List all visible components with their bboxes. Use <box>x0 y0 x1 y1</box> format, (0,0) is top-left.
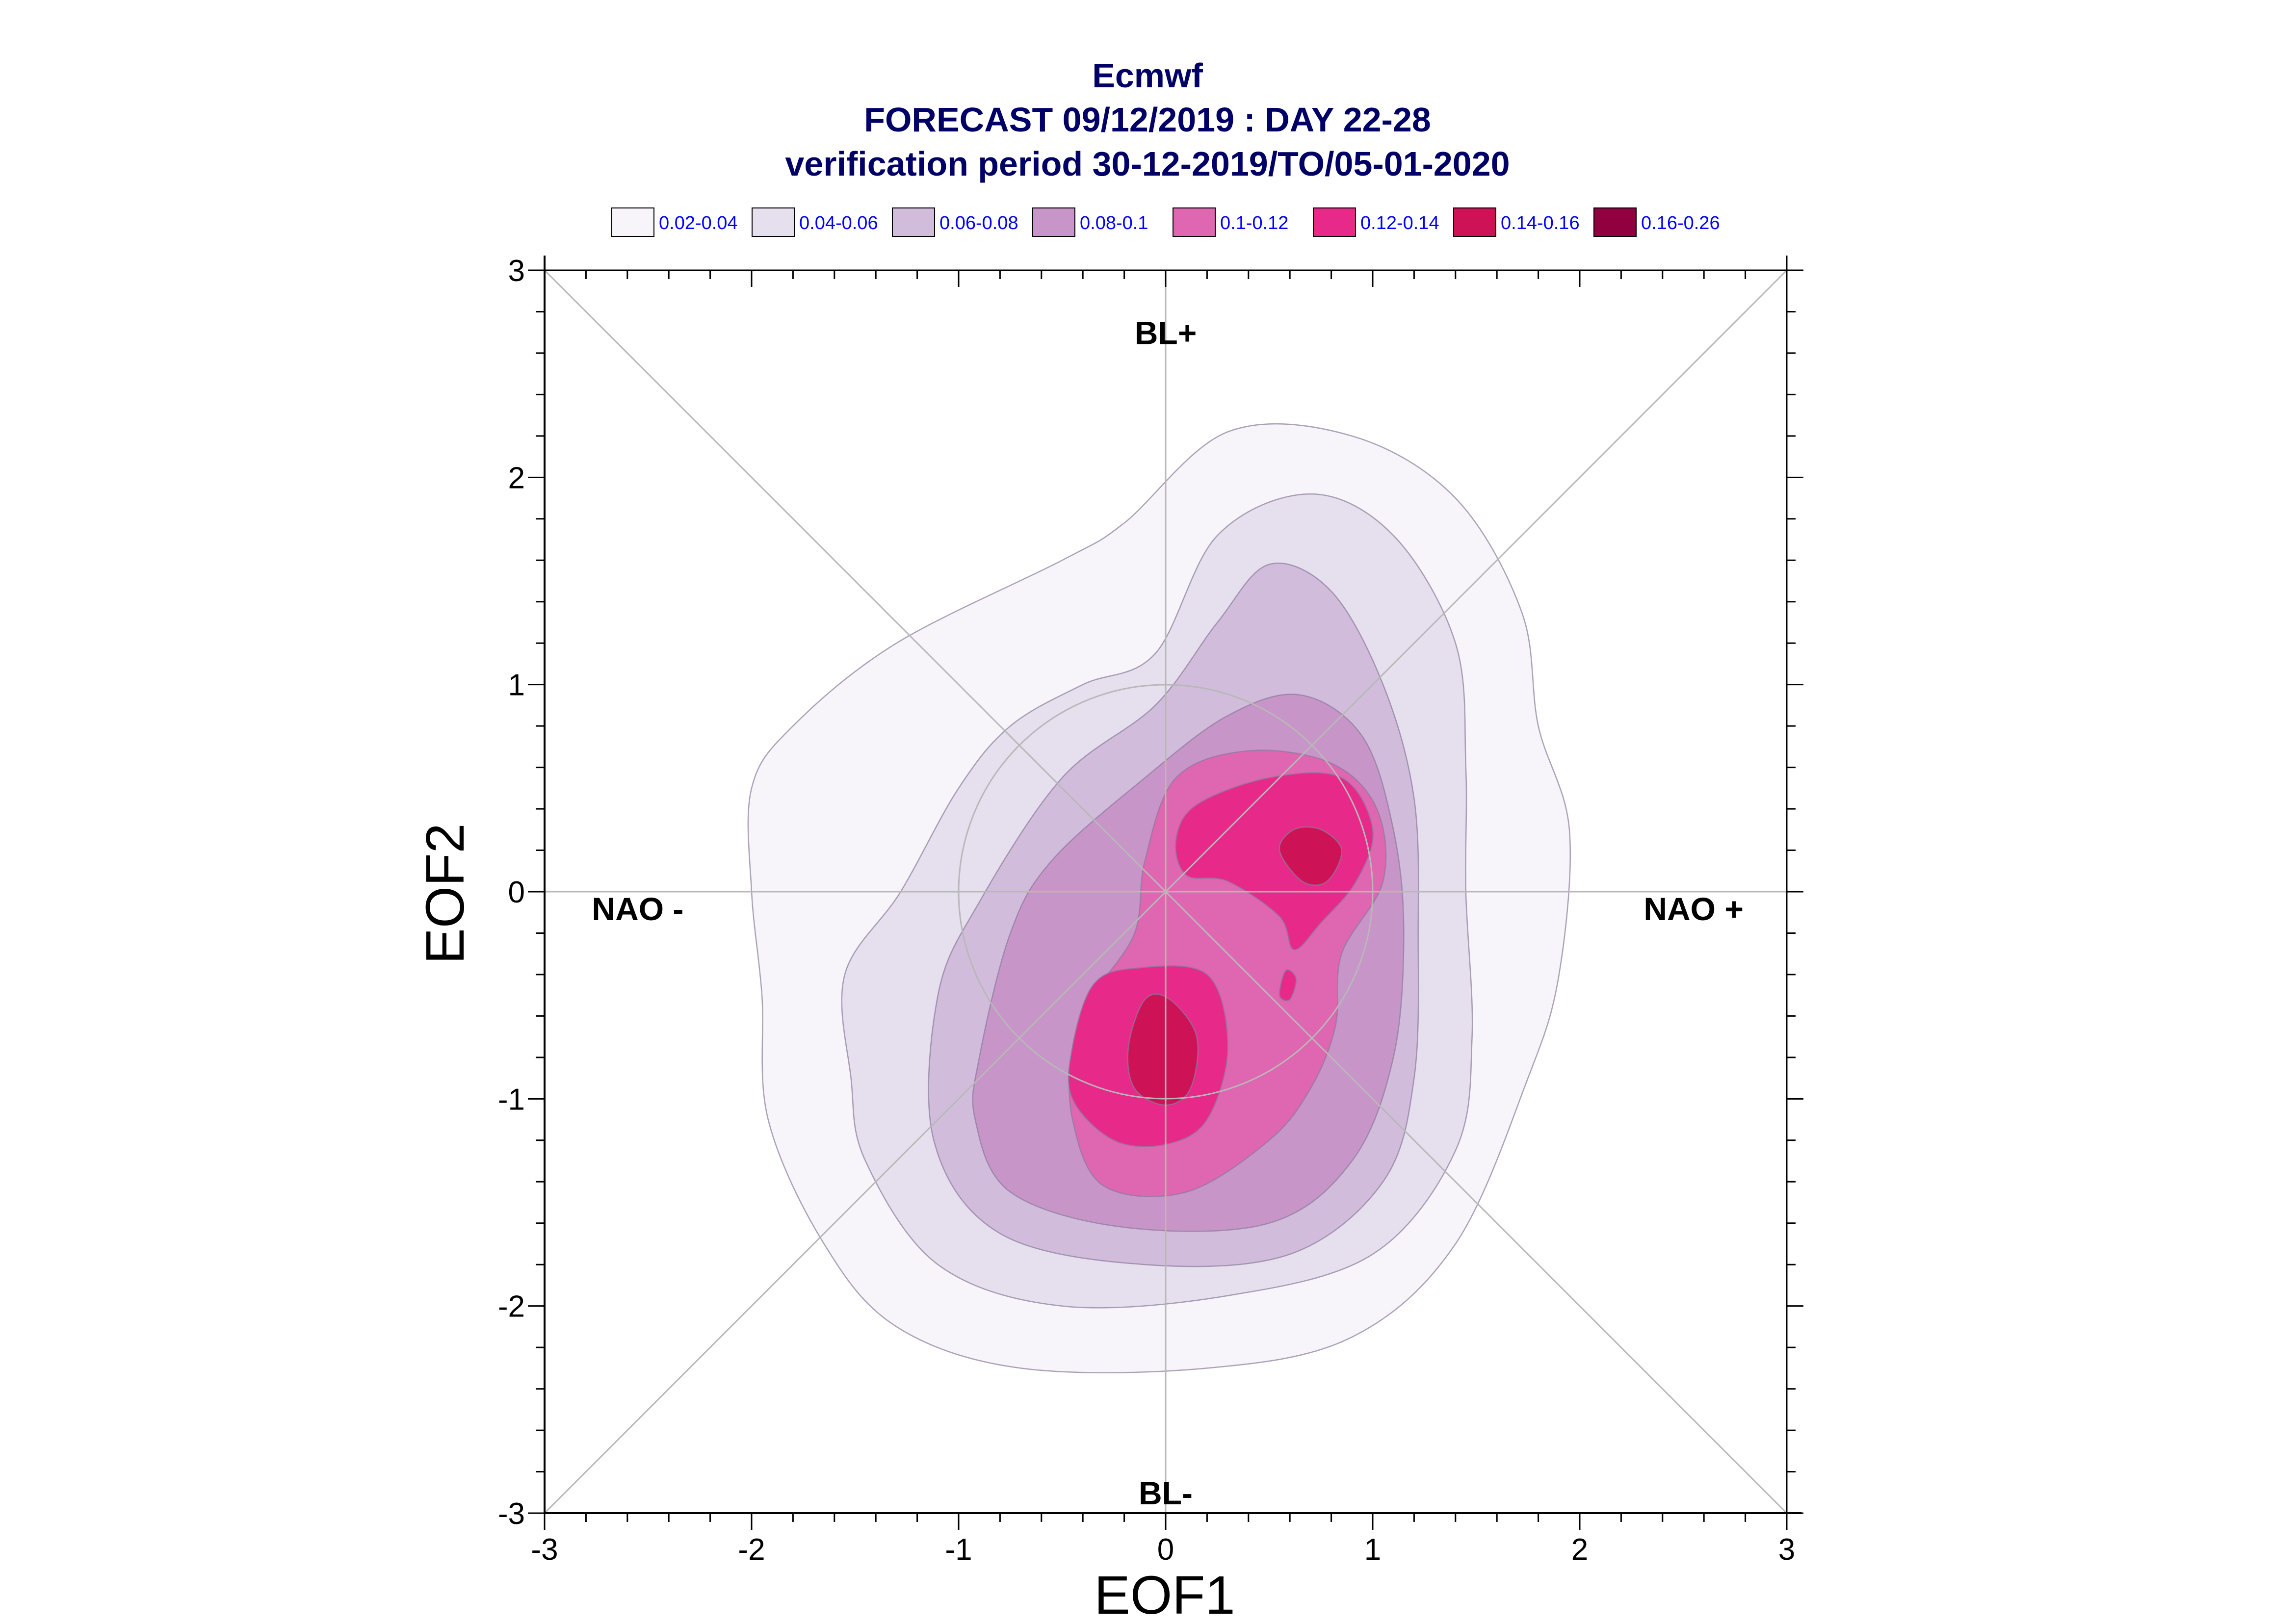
chart-title: Ecmwf FORECAST 09/12/2019 : DAY 22-28 ve… <box>785 56 1510 183</box>
x-tick-label: -2 <box>738 1533 765 1567</box>
region-label-1: BL- <box>1139 1475 1193 1511</box>
legend-swatch-7 <box>1593 207 1637 237</box>
x-tick-label: 1 <box>1364 1533 1381 1567</box>
x-tick-label: 3 <box>1778 1533 1795 1567</box>
legend-label-7: 0.16-0.26 <box>1641 213 1720 233</box>
legend-label-6: 0.14-0.16 <box>1501 213 1580 233</box>
x-tick-label: 0 <box>1157 1533 1174 1567</box>
guide-lines <box>544 269 1788 1514</box>
legend-swatch-2 <box>892 207 935 237</box>
legend-label-0: 0.02-0.04 <box>659 213 738 233</box>
legend-swatch-6 <box>1453 207 1496 237</box>
legend-swatch-5 <box>1313 207 1356 237</box>
x-axis-title: EOF1 <box>1094 1565 1235 1624</box>
legend-label-4: 0.1-0.12 <box>1220 213 1288 233</box>
legend-label-3: 0.08-0.1 <box>1080 213 1148 233</box>
legend-swatch-4 <box>1173 207 1216 237</box>
title-line-3: verification period 30-12-2019/TO/05-01-… <box>785 145 1510 183</box>
legend-swatch-0 <box>611 207 654 237</box>
x-tick-label: 2 <box>1571 1533 1588 1567</box>
density-contours <box>747 423 1571 1373</box>
plot-frame <box>544 256 1801 1514</box>
y-tick-label: 0 <box>508 876 525 909</box>
region-label-0: BL+ <box>1135 315 1197 351</box>
title-line-1: Ecmwf <box>1092 56 1203 95</box>
y-tick-label: -3 <box>498 1497 525 1531</box>
title-line-2: FORECAST 09/12/2019 : DAY 22-28 <box>864 101 1431 139</box>
legend-label-5: 0.12-0.14 <box>1360 213 1439 233</box>
region-label-2: NAO - <box>592 891 683 927</box>
contour-level-5-5 <box>1175 772 1374 951</box>
region-label-3: NAO + <box>1643 891 1744 927</box>
y-tick-label: 1 <box>508 669 525 702</box>
axis-ticks: -3 -2 -1 0 1 2 3 3 2 1 0 -1 -2 -3 <box>498 254 1803 1567</box>
x-tick-label: -3 <box>531 1533 558 1567</box>
legend-label-2: 0.06-0.08 <box>939 213 1018 233</box>
legend-swatch-1 <box>752 207 795 237</box>
x-tick-label: -1 <box>945 1533 972 1567</box>
y-tick-label: -2 <box>498 1290 525 1324</box>
y-tick-label: 2 <box>508 461 525 495</box>
legend: 0.02-0.04 0.04-0.06 0.06-0.08 0.08-0.1 0.1-0… <box>611 207 1720 237</box>
y-tick-label: 3 <box>508 254 525 288</box>
unit-circle <box>958 684 1374 1100</box>
contour-level-6-9 <box>1127 993 1199 1106</box>
region-labels: BL+ BL- NAO - NAO + <box>592 315 1743 1511</box>
y-axis-title: EOF2 <box>415 823 475 964</box>
legend-swatch-3 <box>1032 207 1075 237</box>
contour-level-5-7 <box>1278 969 1297 1002</box>
contour-level-6-8 <box>1278 826 1342 886</box>
y-tick-label: -1 <box>498 1083 525 1116</box>
legend-label-1: 0.04-0.06 <box>799 213 878 233</box>
